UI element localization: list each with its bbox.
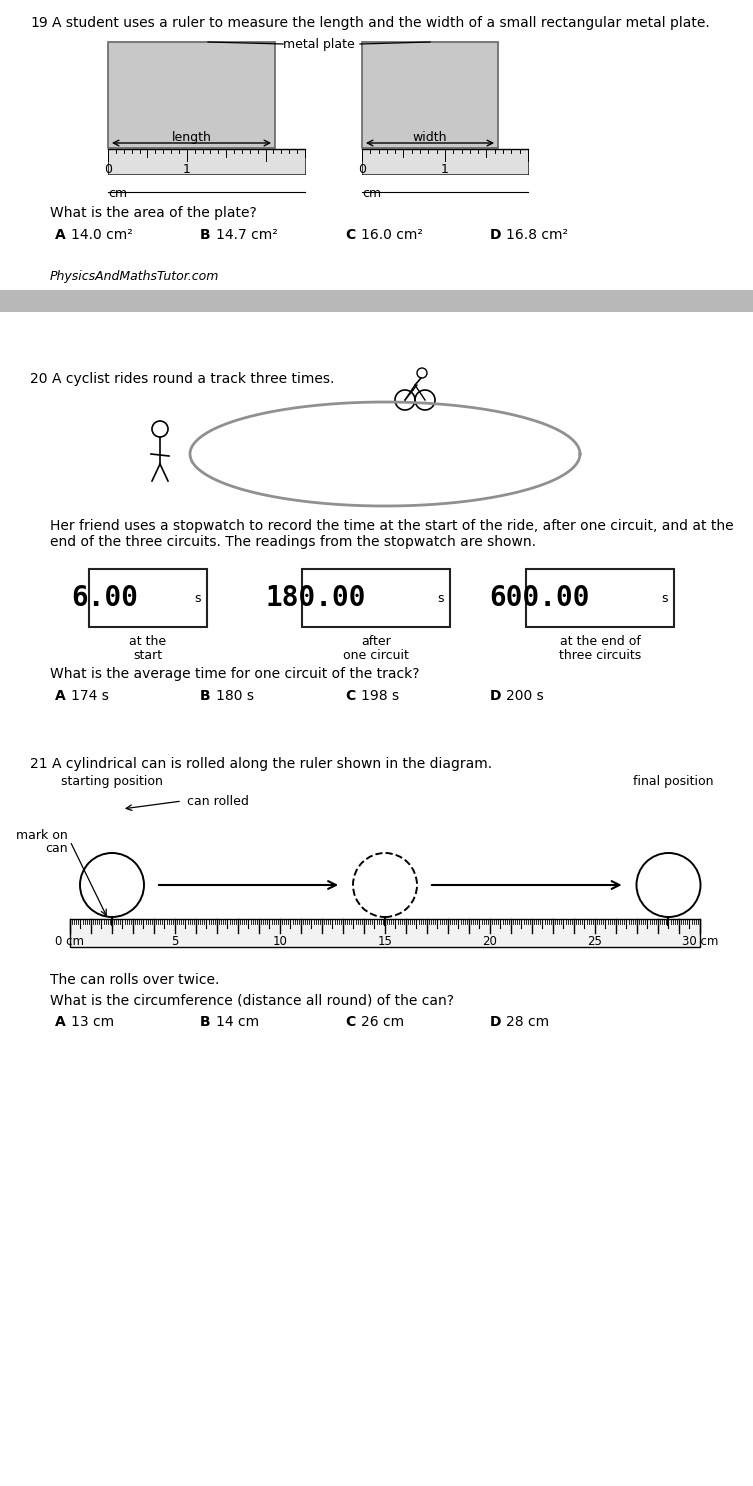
Text: s: s — [661, 591, 668, 605]
Text: mark on: mark on — [17, 829, 68, 843]
Text: 21: 21 — [30, 756, 47, 771]
Text: What is the area of the plate?: What is the area of the plate? — [50, 207, 257, 220]
Bar — [526, 569, 674, 627]
Bar — [362, 149, 528, 174]
Text: PhysicsAndMathsTutor.com: PhysicsAndMathsTutor.com — [50, 270, 219, 282]
Text: D: D — [490, 1015, 501, 1028]
Text: 26 cm: 26 cm — [361, 1015, 404, 1028]
Text: 30 cm: 30 cm — [681, 935, 718, 948]
Text: 15: 15 — [377, 935, 392, 948]
Bar — [302, 569, 450, 627]
Bar — [108, 42, 275, 149]
Text: 10: 10 — [273, 935, 288, 948]
Text: D: D — [490, 227, 501, 242]
Bar — [70, 918, 700, 947]
Text: s: s — [437, 591, 444, 605]
Text: What is the average time for one circuit of the track?: What is the average time for one circuit… — [50, 667, 419, 681]
Text: B: B — [200, 1015, 211, 1028]
Text: final position: final position — [633, 776, 714, 788]
Text: 180.00: 180.00 — [266, 584, 366, 612]
Text: cm: cm — [362, 187, 381, 201]
Text: 200 s: 200 s — [506, 690, 544, 703]
Text: 14 cm: 14 cm — [216, 1015, 259, 1028]
Text: 20: 20 — [30, 372, 47, 386]
Text: 5: 5 — [172, 935, 178, 948]
Text: cm: cm — [108, 187, 127, 201]
Text: C: C — [345, 690, 355, 703]
Text: 0: 0 — [104, 163, 112, 175]
Text: start: start — [133, 649, 163, 661]
Text: metal plate: metal plate — [283, 39, 355, 51]
Text: B: B — [200, 227, 211, 242]
Text: 6.00: 6.00 — [71, 584, 138, 612]
Text: A student uses a ruler to measure the length and the width of a small rectangula: A student uses a ruler to measure the le… — [52, 16, 710, 30]
Text: 14.0 cm²: 14.0 cm² — [71, 227, 133, 242]
Text: A: A — [55, 1015, 66, 1028]
Text: What is the circumference (distance all round) of the can?: What is the circumference (distance all … — [50, 993, 454, 1008]
Text: 198 s: 198 s — [361, 690, 399, 703]
Text: starting position: starting position — [61, 776, 163, 788]
Text: 600.00: 600.00 — [489, 584, 590, 612]
Text: s: s — [194, 591, 201, 605]
Text: 16.0 cm²: 16.0 cm² — [361, 227, 423, 242]
Text: Her friend uses a stopwatch to record the time at the start of the ride, after o: Her friend uses a stopwatch to record th… — [50, 519, 733, 533]
Text: after: after — [361, 635, 391, 648]
Text: 0 cm: 0 cm — [56, 935, 84, 948]
Text: A: A — [55, 690, 66, 703]
Text: The can rolls over twice.: The can rolls over twice. — [50, 973, 219, 987]
Text: three circuits: three circuits — [559, 649, 641, 661]
Text: 25: 25 — [587, 935, 602, 948]
Text: C: C — [345, 227, 355, 242]
Text: 14.7 cm²: 14.7 cm² — [216, 227, 278, 242]
Text: one circuit: one circuit — [343, 649, 409, 661]
Text: 174 s: 174 s — [71, 690, 109, 703]
Text: 20: 20 — [483, 935, 498, 948]
Text: A: A — [55, 227, 66, 242]
Text: at the end of: at the end of — [559, 635, 641, 648]
Text: 1: 1 — [183, 163, 191, 175]
Text: length: length — [172, 131, 212, 144]
Bar — [0, 290, 753, 312]
Text: can rolled: can rolled — [187, 795, 249, 808]
Circle shape — [636, 853, 700, 917]
Text: 1: 1 — [441, 163, 449, 175]
Text: 180 s: 180 s — [216, 690, 254, 703]
Text: 19: 19 — [30, 16, 47, 30]
Text: 13 cm: 13 cm — [71, 1015, 114, 1028]
Text: end of the three circuits. The readings from the stopwatch are shown.: end of the three circuits. The readings … — [50, 535, 536, 548]
Circle shape — [80, 853, 144, 917]
Bar — [108, 149, 305, 174]
Text: B: B — [200, 690, 211, 703]
Text: D: D — [490, 690, 501, 703]
Circle shape — [353, 853, 417, 917]
Text: 16.8 cm²: 16.8 cm² — [506, 227, 568, 242]
Bar — [89, 569, 207, 627]
Text: width: width — [413, 131, 447, 144]
Text: A cylindrical can is rolled along the ruler shown in the diagram.: A cylindrical can is rolled along the ru… — [52, 756, 492, 771]
Text: can: can — [45, 843, 68, 854]
Text: A cyclist rides round a track three times.: A cyclist rides round a track three time… — [52, 372, 334, 386]
Text: 28 cm: 28 cm — [506, 1015, 549, 1028]
Text: C: C — [345, 1015, 355, 1028]
Text: 0: 0 — [358, 163, 366, 175]
Text: at the: at the — [130, 635, 166, 648]
Bar — [362, 42, 498, 149]
